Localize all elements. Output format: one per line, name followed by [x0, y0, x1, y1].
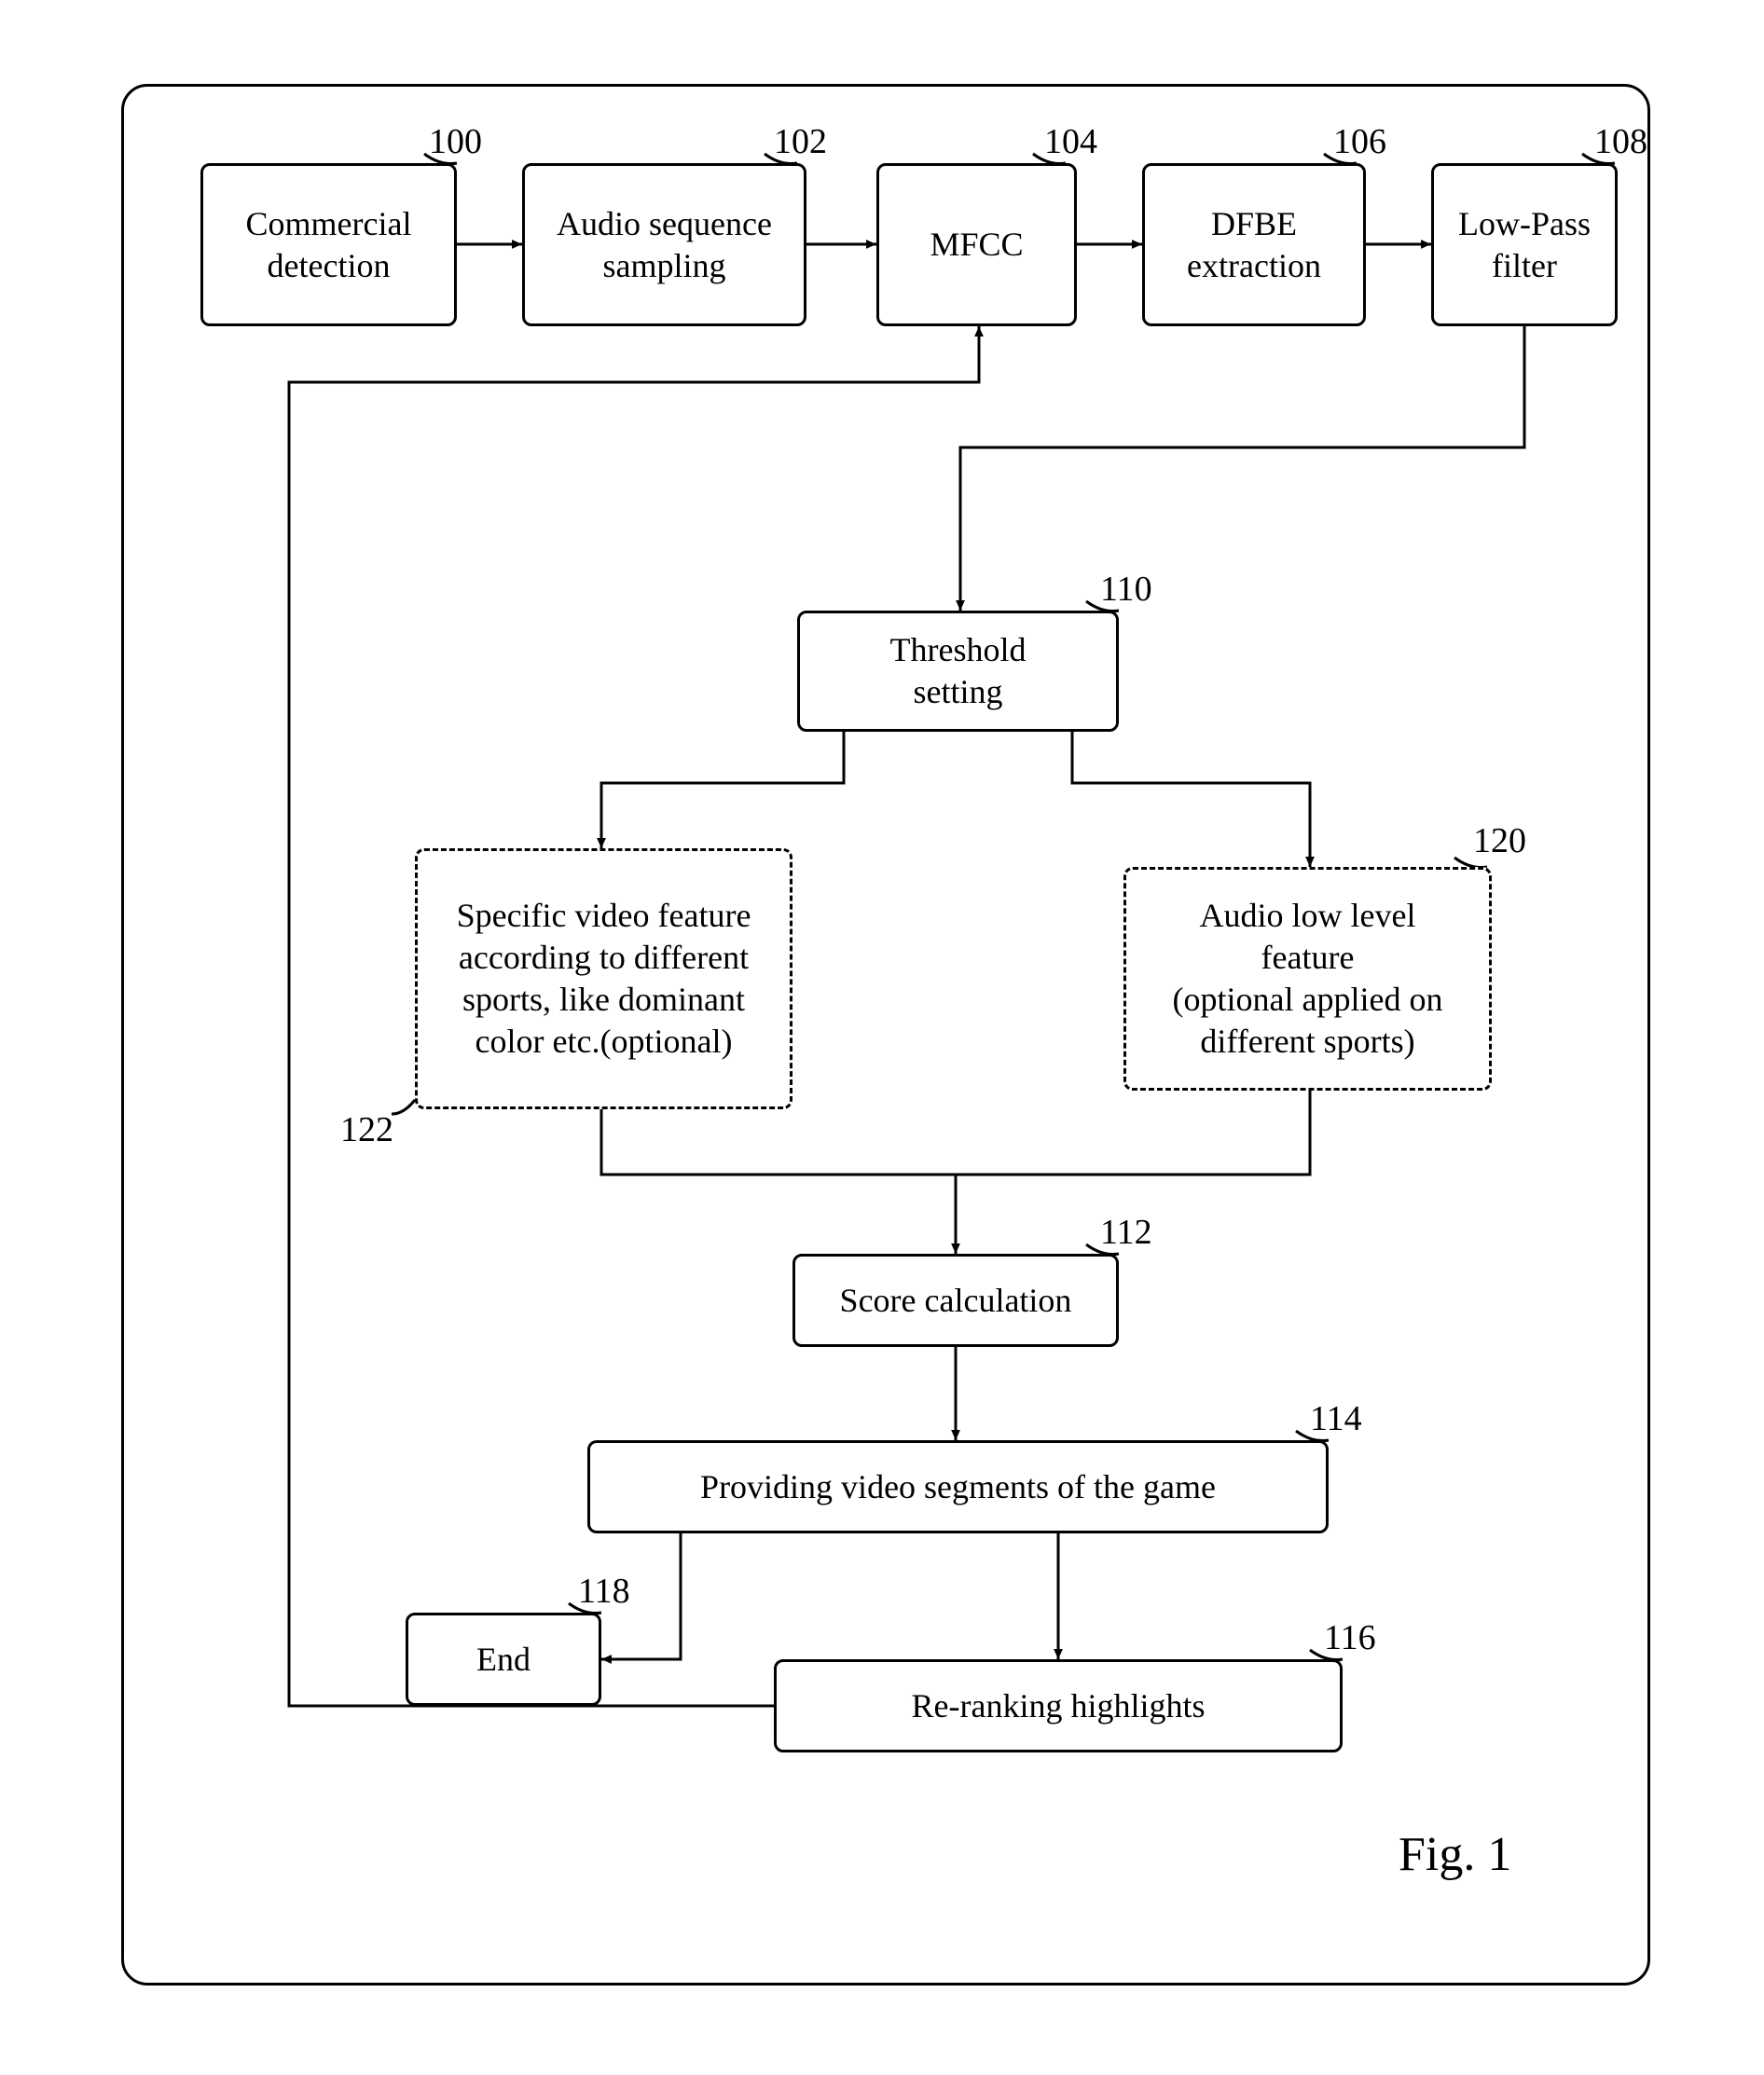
box-threshold: Threshold setting — [797, 611, 1119, 732]
ref-audio_feat: 120 — [1473, 820, 1526, 861]
box-label: Low-Pass filter — [1458, 203, 1591, 287]
box-commercial: Commercial detection — [200, 163, 457, 326]
box-segments: Providing video segments of the game — [587, 1440, 1329, 1533]
ref-end: 118 — [578, 1571, 630, 1612]
box-label: Audio low level feature (optional applie… — [1173, 895, 1443, 1063]
box-label: MFCC — [930, 224, 1023, 266]
ref-reranking: 116 — [1324, 1617, 1376, 1658]
box-label: Commercial detection — [246, 203, 412, 287]
ref-lpf: 108 — [1594, 121, 1647, 162]
box-label: Re-ranking highlights — [912, 1685, 1206, 1727]
box-label: Providing video segments of the game — [700, 1466, 1216, 1508]
ref-mfcc: 104 — [1044, 121, 1097, 162]
box-label: Audio sequence sampling — [557, 203, 772, 287]
box-video_feat: Specific video feature according to diff… — [415, 848, 792, 1109]
box-label: End — [476, 1639, 531, 1681]
box-sampling: Audio sequence sampling — [522, 163, 806, 326]
box-label: DFBE extraction — [1187, 203, 1321, 287]
diagram-canvas: Fig. 1 Commercial detection 100 Audio sequ… — [0, 0, 1764, 2075]
box-label: Specific video feature according to diff… — [457, 895, 751, 1063]
ref-sampling: 102 — [774, 121, 827, 162]
box-lpf: Low-Pass filter — [1431, 163, 1618, 326]
box-label: Score calculation — [840, 1280, 1072, 1322]
ref-score: 112 — [1100, 1212, 1152, 1253]
box-reranking: Re-ranking highlights — [774, 1659, 1343, 1752]
ref-commercial: 100 — [429, 121, 482, 162]
ref-video_feat: 122 — [340, 1109, 393, 1150]
ref-segments: 114 — [1310, 1398, 1362, 1439]
box-audio_feat: Audio low level feature (optional applie… — [1123, 867, 1492, 1091]
box-end: End — [406, 1613, 601, 1706]
box-score: Score calculation — [792, 1254, 1119, 1347]
box-label: Threshold setting — [890, 629, 1027, 713]
box-mfcc: MFCC — [876, 163, 1077, 326]
box-dfbe: DFBE extraction — [1142, 163, 1366, 326]
figure-label: Fig. 1 — [1399, 1827, 1511, 1882]
ref-dfbe: 106 — [1333, 121, 1386, 162]
ref-threshold: 110 — [1100, 569, 1152, 610]
